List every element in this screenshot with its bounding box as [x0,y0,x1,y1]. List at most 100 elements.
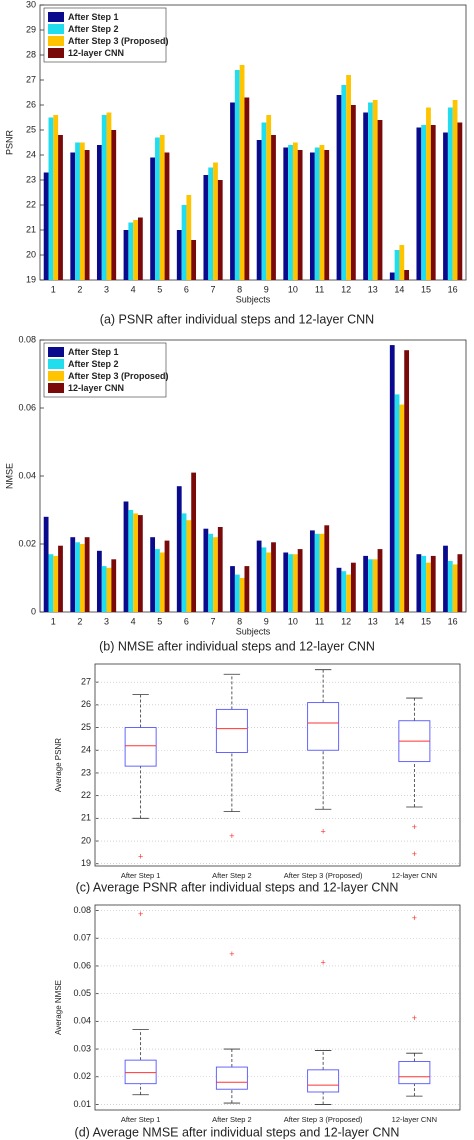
x-tick-label: 14 [394,284,404,294]
bar [43,516,49,612]
bar [164,540,170,612]
bar [176,230,182,280]
bar [346,574,351,612]
y-tick-label: 0.05 [73,988,91,998]
legend-label: 12-layer CNN [68,383,124,393]
bar [452,564,458,612]
y-tick-label: 23 [81,767,91,777]
bar [181,513,187,612]
bar [341,85,347,280]
y-tick-label: 23 [26,174,36,184]
bar [288,554,293,612]
x-tick-label: 3 [104,616,109,626]
bar [447,107,453,280]
bar [53,115,59,280]
x-tick-label: 2 [77,616,82,626]
x-tick-label: 2 [77,284,82,294]
y-tick-label: 24 [26,149,36,159]
bar [191,472,197,612]
bar [186,520,192,612]
box [215,1066,248,1090]
bar [203,175,209,280]
bar [84,150,90,280]
bar [309,530,315,612]
y-tick-label: 28 [26,49,36,59]
bar [111,559,117,612]
bar [159,552,165,612]
y-tick-label: 0.01 [73,1099,91,1109]
bar [430,125,436,280]
y-axis-label: PSNR [4,130,14,156]
bar [426,107,431,280]
bar [181,205,187,280]
bar [372,559,378,612]
bar [292,142,298,280]
bar [404,350,410,612]
bar [150,157,156,280]
bar [363,555,369,612]
bar [377,120,383,280]
x-tick-label: After Step 2 [212,871,252,880]
bar [75,542,80,612]
bar [394,250,400,280]
bar [234,574,240,612]
y-tick-label: 0.04 [18,470,36,480]
outlier: + [138,851,143,861]
outlier: + [320,826,325,836]
bar [111,130,117,280]
bar [123,230,129,280]
caption: (d) Average NMSE after individual steps … [75,1125,400,1139]
bar [350,562,356,612]
x-tick-label: 5 [157,616,162,626]
bar [150,537,156,612]
bar [261,122,267,280]
bar [283,552,289,612]
bar [288,145,293,280]
legend-swatch [48,383,64,393]
bar [230,566,235,612]
bar [208,167,214,280]
bar [261,547,267,612]
x-tick-label: 13 [368,616,378,626]
bar [239,578,245,612]
legend-label: After Step 1 [68,347,119,357]
bar [101,566,107,612]
y-tick-label: 22 [26,199,36,209]
x-tick-label: 15 [421,616,431,626]
x-tick-label: 7 [211,284,216,294]
bar [96,550,102,612]
bar [399,245,405,280]
x-tick-label: 12 [341,284,351,294]
bar [101,115,107,280]
bar [213,162,218,280]
y-tick-label: 0.03 [73,1043,91,1053]
y-tick-label: 29 [26,24,36,34]
bar [203,528,209,612]
x-tick-label: 5 [157,284,162,294]
legend-box [43,7,167,63]
x-tick-label: 9 [264,284,269,294]
bar [404,270,410,280]
bar [137,515,143,612]
bar [43,172,49,280]
bar [266,115,272,280]
x-tick-label: 10 [288,284,298,294]
bar [319,533,325,612]
bar [48,554,54,612]
caption: (c) Average PSNR after individual steps … [76,880,399,894]
x-tick-label: 16 [448,616,458,626]
bar [283,147,289,280]
bar [336,567,342,612]
bar [48,117,54,280]
bar [457,122,463,280]
bar [416,127,422,280]
box [124,727,157,767]
y-tick-label: 0.07 [73,933,91,943]
bar [266,552,272,612]
bar [79,142,85,280]
bar [363,112,369,280]
outlier: + [412,1013,417,1023]
x-tick-label: 1 [51,616,56,626]
y-axis-label: NMSE [4,463,14,489]
legend-box [43,342,167,398]
